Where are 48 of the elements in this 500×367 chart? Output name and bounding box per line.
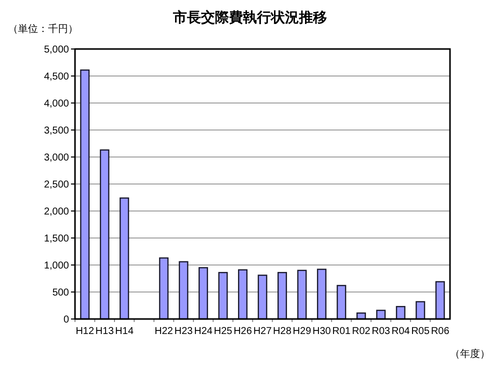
x-tick-label: H23: [174, 326, 194, 337]
bar: [100, 149, 110, 320]
x-tick-label: H30: [312, 326, 332, 337]
bar: [238, 269, 248, 320]
y-tick-label: 5,000: [44, 44, 70, 56]
y-tick-label: 4,500: [44, 72, 70, 82]
x-tick-label: H24: [194, 326, 213, 337]
bar: [159, 257, 169, 320]
y-tick-label: 2,000: [44, 206, 70, 218]
bar: [258, 274, 268, 320]
bar: [297, 270, 307, 320]
x-tick-label: R03: [372, 326, 391, 337]
y-tick-label: 3,500: [44, 126, 70, 136]
x-tick-label: H28: [273, 326, 292, 337]
y-tick-label: 4,000: [44, 98, 70, 110]
bar: [336, 284, 346, 320]
x-tick-label: R06: [430, 326, 450, 337]
bar: [120, 197, 130, 320]
x-tick-label: H29: [292, 326, 312, 337]
y-axis-title: （単位：千円）: [8, 23, 78, 35]
x-tick-label: R02: [352, 326, 371, 337]
x-tick-label: R05: [411, 326, 430, 337]
bar: [80, 69, 90, 320]
x-tick-label: R01: [332, 326, 352, 337]
bar: [316, 268, 326, 320]
y-tick-label: 1,500: [44, 234, 70, 244]
x-tick-label: H13: [95, 326, 114, 337]
bar: [435, 281, 445, 320]
y-tick-label: 0: [63, 314, 70, 326]
bar: [198, 267, 208, 320]
y-tick-label: 500: [52, 288, 70, 298]
x-tick-label: R04: [391, 326, 410, 337]
y-tick-label: 2,500: [44, 180, 70, 190]
bar: [416, 301, 426, 320]
y-tick-label: 3,000: [44, 152, 70, 164]
bar: [218, 272, 228, 320]
x-tick-label: H25: [214, 326, 233, 337]
bar: [396, 306, 406, 320]
bar: [277, 272, 287, 320]
x-tick-label: H12: [76, 326, 94, 337]
chart-title: 市長交際費執行状況推移: [172, 9, 327, 25]
x-tick-label: H27: [253, 326, 272, 337]
x-axis-title: （年度）: [450, 348, 490, 360]
x-tick-label: H22: [154, 326, 174, 337]
x-tick-label: H14: [115, 326, 134, 337]
y-tick-label: 1,000: [44, 260, 70, 272]
bar: [178, 261, 188, 320]
x-tick-label: H26: [234, 326, 252, 337]
